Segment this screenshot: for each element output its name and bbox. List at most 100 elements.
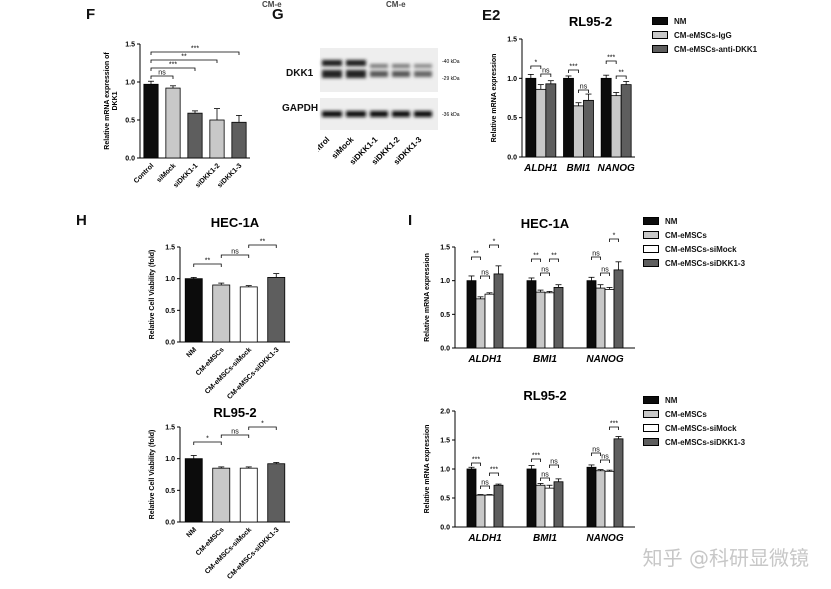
significance-label: ** xyxy=(618,70,624,77)
bar xyxy=(239,467,258,523)
bar xyxy=(535,484,546,528)
legend-swatch xyxy=(652,31,668,39)
significance-bracket xyxy=(615,75,627,79)
y-axis-label: Relative Cell Viability (fold) xyxy=(149,250,156,340)
kda-40-label: -40 kDa xyxy=(442,59,460,65)
y-axis-label: Relative Cell Viability (fold) xyxy=(149,430,156,520)
legend-item: CM-eMSCs-siDKK1-3 xyxy=(643,256,745,270)
significance-bracket xyxy=(605,60,617,64)
significance-label: * xyxy=(534,60,537,67)
watermark: 知乎 @科研显微镜 xyxy=(642,546,809,570)
legend-label: CM-eMSCs-siDKK1-3 xyxy=(665,437,746,447)
significance-bracket xyxy=(540,73,552,77)
y-tick-label: 0.5 xyxy=(440,496,450,503)
y-axis-label: Relative mRNA expression xyxy=(424,425,431,514)
legend-label: CM-eMSCs-anti-DKK1 xyxy=(674,44,758,54)
y-axis-label: Relative mRNA expression xyxy=(424,253,431,342)
significance-bracket xyxy=(489,472,499,476)
legend-label: CM-eMSCs xyxy=(665,230,707,240)
significance-bracket xyxy=(150,75,174,79)
x-tick-label: Control xyxy=(133,162,156,185)
legend-label: NM xyxy=(665,395,678,405)
x-tick-label: NM xyxy=(186,346,199,359)
legend-swatch xyxy=(643,438,659,446)
bar xyxy=(484,494,495,528)
bar xyxy=(525,77,537,158)
cropped-label-right: CM-e xyxy=(386,0,406,9)
x-tick-label: CM-eMSCs-siDKK1-3 xyxy=(226,526,281,581)
chart-e2: 0.0 0.5 1.0 1.5 Relative mRNA expression RL95… xyxy=(491,14,635,174)
y-axis-label: Relative mRNA expression of xyxy=(104,52,111,150)
panel-letter-e2: E2 xyxy=(482,7,501,24)
legend-e2: NM CM-eMSCs-IgG CM-eMSCs-anti-DKK1 xyxy=(652,14,757,56)
significance-bracket xyxy=(480,275,490,279)
legend-label: CM-eMSCs-IgG xyxy=(674,30,732,40)
bar xyxy=(267,463,286,523)
x-tick-label: siDKK1-3 xyxy=(216,162,243,189)
significance-label: *** xyxy=(169,62,177,69)
significance-bracket xyxy=(578,89,589,93)
significance-bracket xyxy=(591,452,601,456)
x-tick-label: ALDH1 xyxy=(523,163,558,174)
bar xyxy=(231,121,247,159)
significance-bracket xyxy=(591,256,601,260)
significance-label: ns xyxy=(481,480,489,487)
legend-item: CM-eMSCs-siMock xyxy=(643,421,745,435)
chart-title: HEC-1A xyxy=(211,215,260,230)
significance-bracket xyxy=(150,67,196,71)
significance-label: ns xyxy=(601,454,609,461)
significance-bracket xyxy=(489,244,499,248)
y-tick-label: 0.0 xyxy=(165,520,175,527)
y-tick-label: 1.5 xyxy=(165,245,175,252)
bar xyxy=(466,280,477,349)
bar xyxy=(613,438,624,528)
bar xyxy=(600,77,612,158)
y-tick-label: 1.0 xyxy=(125,80,135,87)
legend-label: CM-eMSCs xyxy=(665,409,707,419)
x-tick-label: NANOG xyxy=(598,163,635,174)
significance-bracket xyxy=(600,459,610,463)
blot-label-gapdh: GAPDH xyxy=(282,103,319,114)
bar xyxy=(484,293,495,349)
y-tick-label: 0.5 xyxy=(440,312,450,319)
legend-item: CM-eMSCs-siMock xyxy=(643,242,745,256)
legend-label: CM-eMSCs-siMock xyxy=(665,423,737,433)
bar xyxy=(239,286,258,343)
significance-label: ** xyxy=(205,258,211,265)
chart-title: RL95-2 xyxy=(213,405,256,420)
kda-29-label: -29 kDa xyxy=(442,76,460,82)
y-tick-label: 1.5 xyxy=(507,37,517,44)
chart-title: RL95-2 xyxy=(569,14,612,29)
legend-item: CM-eMSCs-siDKK1-3 xyxy=(643,435,745,449)
significance-bracket xyxy=(549,464,559,468)
significance-label: *** xyxy=(607,55,615,62)
significance-label: ns xyxy=(550,459,558,466)
significance-label: ** xyxy=(473,251,479,258)
bar xyxy=(212,284,231,343)
bar xyxy=(187,112,203,159)
legend-item: NM xyxy=(643,214,745,228)
blot-lane-label: Control xyxy=(318,135,331,161)
legend-label: CM-eMSCs-siDKK1-3 xyxy=(665,258,746,268)
significance-label: * xyxy=(493,239,496,246)
y-tick-label: 1.0 xyxy=(165,456,175,463)
bar xyxy=(545,83,557,158)
bar xyxy=(184,278,203,343)
significance-label: ** xyxy=(551,253,557,260)
cropped-label-left: CM-e xyxy=(262,0,282,9)
legend-swatch xyxy=(643,231,659,239)
legend-swatch xyxy=(643,410,659,418)
bar xyxy=(535,291,546,349)
y-tick-label: 1.0 xyxy=(507,76,517,83)
significance-label: ** xyxy=(181,54,187,61)
significance-label: *** xyxy=(532,453,540,460)
legend-swatch xyxy=(652,17,668,25)
bar xyxy=(466,468,477,528)
bar xyxy=(604,470,615,528)
significance-bracket xyxy=(531,258,541,262)
x-tick-label: NANOG xyxy=(586,354,623,365)
legend-item: NM xyxy=(652,14,757,28)
significance-bracket xyxy=(220,434,250,438)
panel-letter-g: G xyxy=(272,6,284,23)
kda-36-label: -36 kDa xyxy=(442,112,460,118)
